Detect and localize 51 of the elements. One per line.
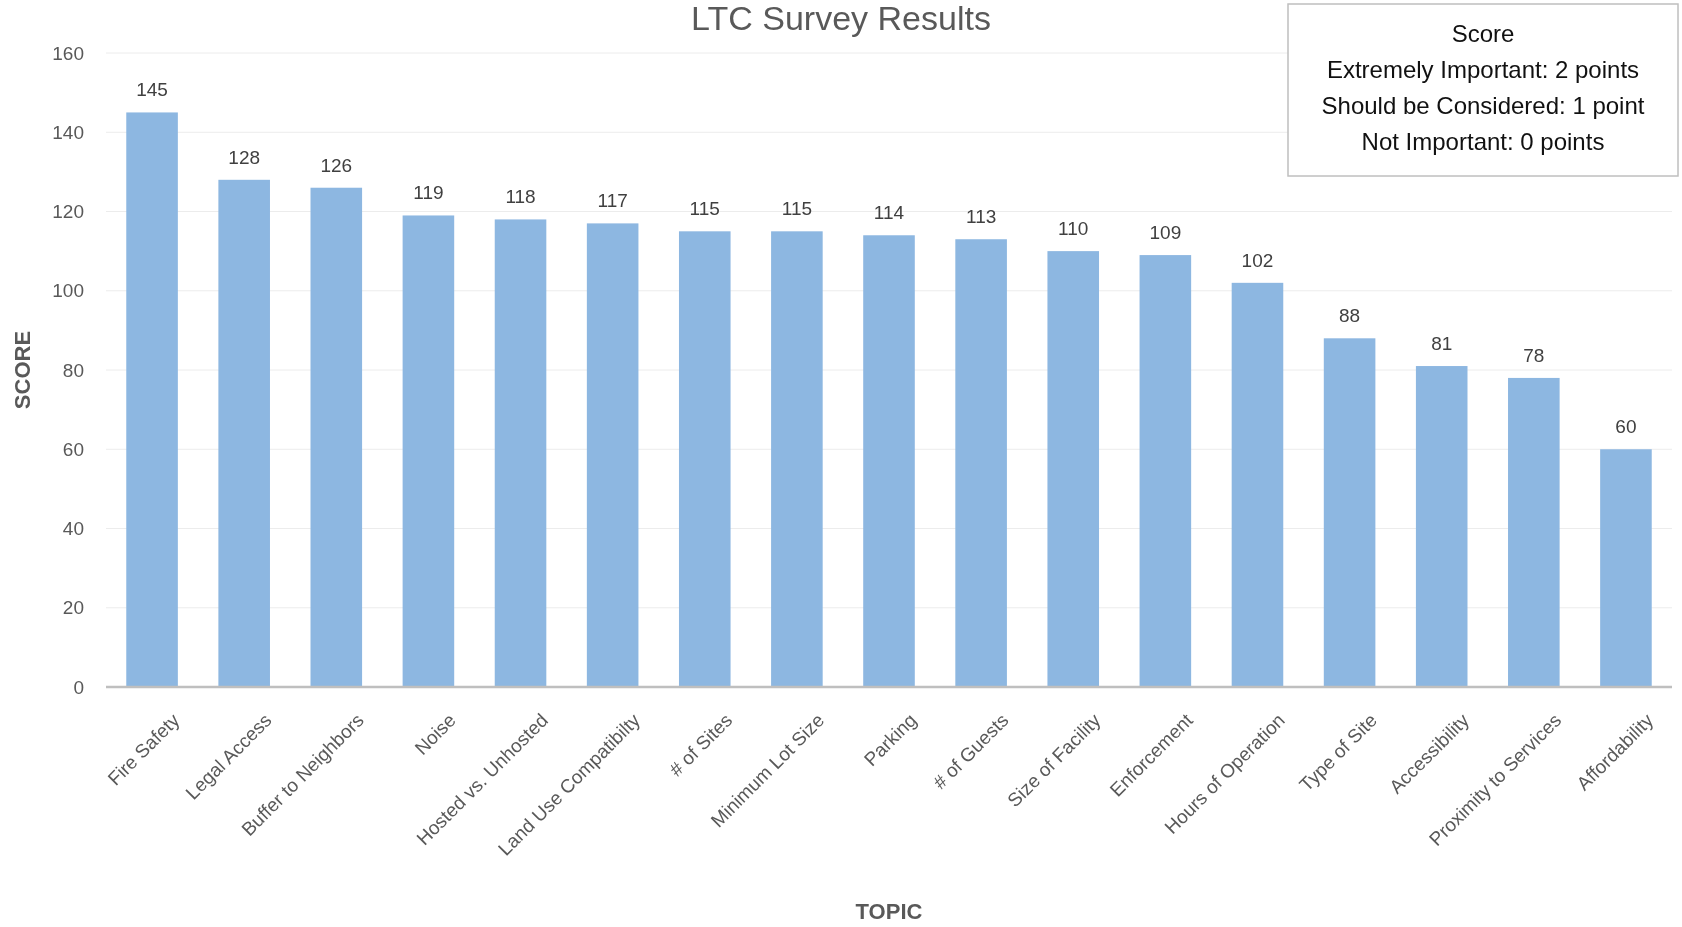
annotation: Extremely Important: 2 points [1326,56,1640,83]
bar [494,219,547,687]
data-label: 114 [873,202,905,224]
bar [1323,338,1376,687]
bar [863,235,915,687]
text: Score [1451,20,1515,47]
bar [1139,255,1192,687]
bar [955,239,1007,687]
y-tick-label: 140 [52,121,84,143]
bar [1600,449,1652,687]
bar [310,187,363,687]
data-label: 60 [1615,416,1637,438]
data-label: 78 [1523,344,1545,366]
data-label: 119 [413,182,444,204]
annotation: Not Important: 0 points [1361,128,1605,155]
bar [678,231,731,687]
data-label: 109 [1149,222,1182,244]
annotation: Should be Considered: 1 point [1321,92,1645,119]
y-tick-label: 0 [73,676,84,698]
y-tick-label: 80 [62,359,84,381]
x-tick-label: Type of Site [1295,709,1382,796]
y-axis-title: SCORE [10,330,35,410]
data-label: 118 [505,186,536,208]
data-label: 110 [1058,218,1089,240]
data-label: 128 [228,146,261,168]
bar [126,112,178,687]
data-label: 113 [965,206,997,228]
data-label: 115 [781,198,813,220]
bar [402,215,455,687]
x-axis-title: TOPIC [855,899,923,924]
bar [1231,282,1284,687]
chart-title: LTC Survey Results [691,0,991,37]
bar [218,179,270,687]
y-tick-label: 40 [62,518,84,540]
y-tick-label: 100 [52,280,84,302]
data-label: 145 [136,79,168,101]
bar [1508,377,1560,687]
bar [1415,366,1468,687]
y-tick-label: 20 [62,597,84,619]
bar [586,223,639,687]
bar [771,231,823,687]
data-label: 81 [1431,333,1453,355]
data-label: 102 [1241,249,1274,271]
bar [1047,251,1100,687]
data-label: 126 [320,154,353,176]
data-label: 115 [689,198,720,220]
data-label: 88 [1339,305,1361,327]
data-label: 117 [597,190,628,212]
y-tick-label: 160 [52,42,84,64]
y-tick-label: 120 [52,201,84,223]
y-tick-label: 60 [62,438,84,460]
